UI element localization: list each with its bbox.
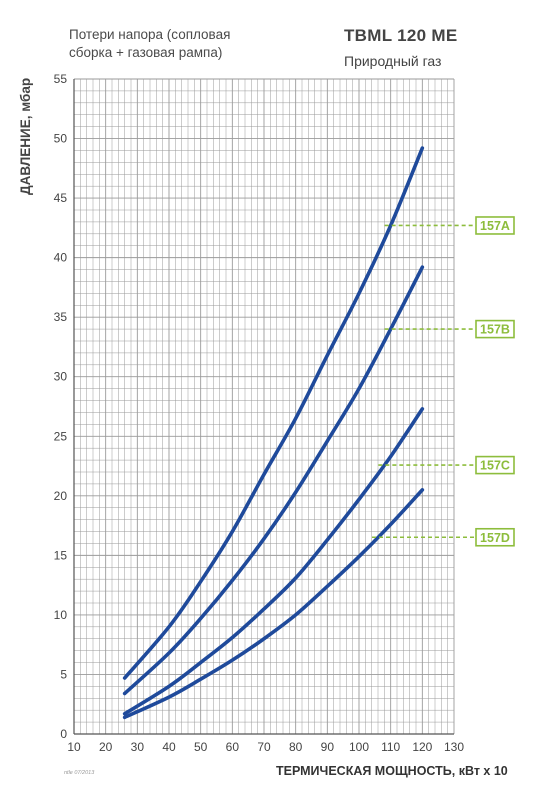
y-tick-label: 10 bbox=[54, 608, 68, 622]
series-line-157a bbox=[122, 146, 425, 680]
series-label-157d: 157D bbox=[480, 531, 510, 545]
x-tick-label: 120 bbox=[412, 740, 432, 754]
series-label-box bbox=[475, 527, 515, 547]
model-title: TBML 120 ME bbox=[344, 26, 458, 45]
x-tick-label: 10 bbox=[67, 740, 81, 754]
y-tick-label: 25 bbox=[54, 429, 68, 443]
x-tick-label: 60 bbox=[226, 740, 240, 754]
series-label-157c: 157C bbox=[480, 459, 510, 473]
x-tick-label: 70 bbox=[257, 740, 271, 754]
y-tick-label: 30 bbox=[54, 370, 68, 384]
x-tick-label: 40 bbox=[162, 740, 176, 754]
series-line-157c bbox=[122, 407, 425, 716]
y-tick-label: 45 bbox=[54, 191, 68, 205]
x-tick-label: 20 bbox=[99, 740, 113, 754]
x-tick-label: 130 bbox=[444, 740, 464, 754]
series-label-157b: 157B bbox=[480, 323, 510, 337]
series-label-box bbox=[475, 319, 515, 339]
y-tick-label: 15 bbox=[54, 548, 68, 562]
y-tick-label: 40 bbox=[54, 251, 68, 265]
y-tick-label: 55 bbox=[54, 72, 68, 86]
x-axis-label: ТЕРМИЧЕСКАЯ МОЩНОСТЬ, кВт х 10 bbox=[276, 764, 508, 778]
series-line-157d bbox=[122, 488, 425, 720]
y-tick-label: 5 bbox=[60, 667, 67, 681]
series-label-box bbox=[475, 455, 515, 475]
x-tick-label: 80 bbox=[289, 740, 303, 754]
y-tick-label: 35 bbox=[54, 310, 68, 324]
x-tick-label: 50 bbox=[194, 740, 208, 754]
subtitle-line-1: Потери напора (сопловая bbox=[69, 27, 231, 42]
x-tick-label: 110 bbox=[381, 740, 400, 754]
x-tick-label: 90 bbox=[321, 740, 335, 754]
footnote: ntle 07/2013 bbox=[64, 770, 95, 776]
x-tick-label: 100 bbox=[349, 740, 369, 754]
gas-type: Природный газ bbox=[344, 53, 442, 69]
series-label-157a: 157A bbox=[480, 219, 510, 233]
subtitle-line-2: сборка + газовая рампа) bbox=[69, 45, 223, 60]
chart-subtitle: Потери напора (сопловая сборка + газовая… bbox=[69, 26, 230, 62]
series-label-box bbox=[475, 216, 515, 235]
y-tick-label: 0 bbox=[60, 727, 67, 741]
x-tick-label: 30 bbox=[131, 740, 145, 754]
y-tick-label: 50 bbox=[54, 132, 68, 146]
series-line-157b bbox=[122, 265, 425, 696]
y-tick-label: 20 bbox=[54, 489, 68, 503]
